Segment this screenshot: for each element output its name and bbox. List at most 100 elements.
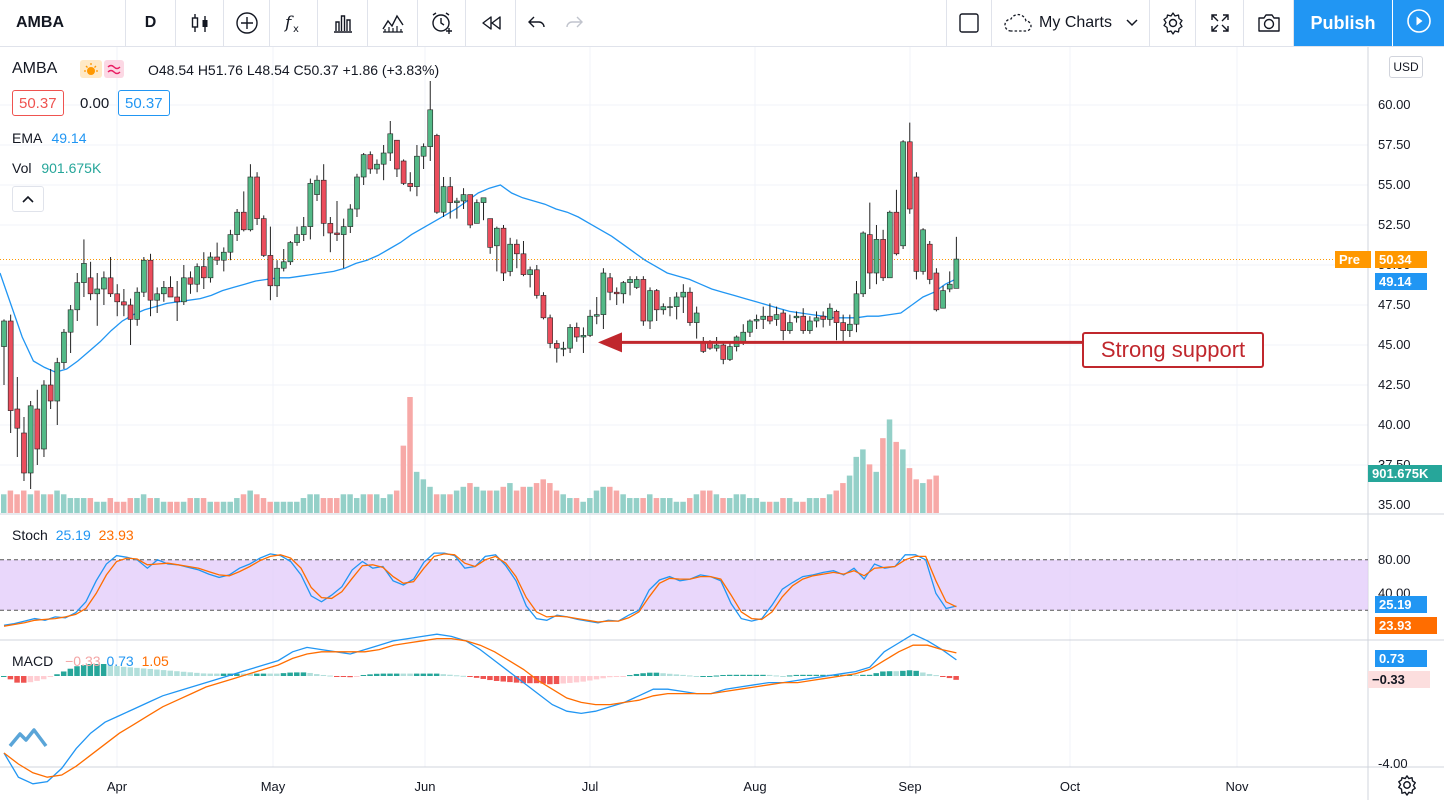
volume-bar	[353, 498, 360, 513]
financials-button[interactable]	[318, 0, 368, 46]
camera-icon	[1256, 12, 1282, 34]
candle-body	[41, 384, 47, 450]
volume-bar	[60, 494, 67, 513]
volume-bar	[573, 498, 580, 513]
candle-body	[587, 315, 593, 336]
candle-body	[380, 152, 387, 165]
interval-button[interactable]: D	[126, 0, 176, 46]
undo-button[interactable]	[516, 0, 558, 46]
volume-bar	[227, 501, 233, 513]
volume-bar	[94, 501, 100, 513]
volume-bar	[247, 490, 253, 513]
settings-button[interactable]	[1150, 0, 1196, 46]
stoch-label: Stoch	[12, 527, 48, 543]
volume-bar	[533, 483, 540, 513]
volume-bar	[420, 479, 427, 513]
candle-body	[94, 288, 101, 295]
macd-histogram-bar	[240, 673, 247, 676]
volume-bar	[1, 494, 7, 513]
bid-price-box[interactable]: 50.37	[12, 90, 64, 116]
candle-body	[900, 141, 906, 247]
macd-histogram-bar	[380, 673, 387, 676]
compare-button[interactable]	[368, 0, 418, 46]
stoch-legend[interactable]: Stoch 25.19 23.93	[12, 527, 134, 543]
candle-body	[800, 315, 807, 331]
volume-bar	[866, 464, 873, 513]
candle-body	[414, 155, 420, 187]
volume-bar	[680, 501, 686, 513]
volume-bar	[154, 498, 160, 513]
candle-body	[613, 291, 620, 295]
macd-histogram-bar	[773, 675, 780, 677]
macd-histogram-bar	[20, 676, 27, 683]
play-button[interactable]	[1392, 0, 1444, 46]
macd-histogram-bar	[860, 674, 866, 676]
stoch-d-value: 23.93	[98, 527, 134, 543]
symbol-search-button[interactable]: AMBA	[0, 0, 126, 46]
candle-body	[926, 243, 933, 280]
candle-body	[407, 183, 414, 187]
macd-histogram-bar	[613, 676, 620, 677]
tradingview-logo-icon[interactable]	[8, 726, 48, 755]
strong-support-annotation[interactable]: Strong support	[1082, 332, 1264, 368]
macd-histogram-bar	[427, 673, 433, 676]
macd-histogram-bar	[174, 671, 180, 676]
chart-area[interactable]: 35.0037.5040.0042.5045.0047.5050.0052.50…	[0, 47, 1444, 800]
chart-type-button[interactable]	[176, 0, 224, 46]
volume-bar	[740, 494, 746, 513]
volume-bar	[600, 486, 606, 513]
volume-bar	[846, 475, 853, 513]
macd-histogram-bar	[187, 672, 193, 676]
candle-body	[853, 293, 860, 325]
candle-body	[427, 109, 434, 147]
collapse-legend-button[interactable]	[12, 186, 44, 212]
snapshot-button[interactable]	[1244, 0, 1294, 46]
volume-bar	[27, 494, 34, 513]
macd-histogram-bar	[54, 674, 60, 676]
macd-histogram-bar	[913, 670, 919, 676]
volume-bar	[913, 479, 919, 513]
macd-histogram-bar	[660, 673, 666, 676]
ema-legend[interactable]: EMA 49.14	[12, 130, 87, 146]
candle-body	[420, 146, 427, 157]
replay-icon	[479, 11, 503, 35]
macd-histogram-bar	[820, 674, 826, 676]
volume-bar	[407, 397, 413, 513]
layout-button[interactable]	[946, 0, 992, 46]
replay-button[interactable]	[466, 0, 516, 46]
macd-histogram-bar	[433, 673, 440, 676]
publish-button[interactable]: Publish	[1294, 0, 1392, 46]
stoch-k-line	[3, 552, 957, 626]
volume-bar	[500, 486, 506, 513]
volume-bar	[667, 498, 673, 513]
macd-histogram-bar	[680, 674, 686, 676]
alert-button[interactable]	[418, 0, 466, 46]
volume-bar	[920, 483, 926, 513]
candle-body	[620, 282, 627, 295]
candle-body	[893, 211, 900, 255]
fullscreen-button[interactable]	[1196, 0, 1244, 46]
redo-button[interactable]	[558, 0, 590, 46]
macd-legend[interactable]: MACD −0.33 0.73 1.05	[12, 653, 169, 669]
add-indicator-button[interactable]	[224, 0, 270, 46]
candle-body	[866, 234, 873, 274]
interval-label: D	[144, 14, 157, 31]
candle-body	[920, 229, 926, 272]
macd-signal-value: 1.05	[141, 653, 169, 669]
candle-body	[181, 277, 187, 303]
my-charts-button[interactable]: My Charts	[992, 0, 1150, 46]
macd-histogram-bar	[806, 674, 813, 676]
currency-button[interactable]: USD	[1389, 56, 1423, 78]
candle-body	[600, 272, 607, 315]
macd-histogram-bar	[953, 676, 959, 680]
macd-signal-line	[3, 637, 957, 778]
macd-histogram-bar	[274, 673, 280, 676]
volume-legend[interactable]: Vol 901.675K	[12, 160, 101, 176]
candle-body	[873, 239, 880, 274]
macd-histogram-bar	[647, 672, 653, 676]
volume-bar	[760, 501, 766, 513]
scale-settings-icon[interactable]	[1396, 774, 1418, 801]
ask-price-box[interactable]: 50.37	[118, 90, 170, 116]
volume-bar	[553, 490, 560, 513]
